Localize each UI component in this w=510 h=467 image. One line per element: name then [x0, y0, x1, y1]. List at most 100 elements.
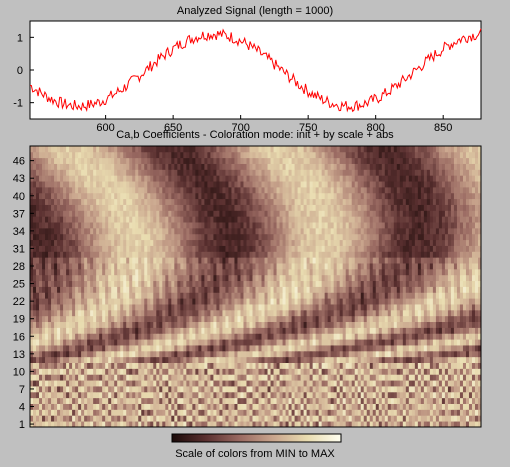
heatmap-cell	[75, 274, 79, 282]
heatmap-cell	[60, 321, 64, 328]
heatmap-cell	[48, 304, 52, 311]
heatmap-cell	[321, 315, 326, 323]
heatmap-cell	[135, 257, 139, 264]
heatmap-cell	[381, 391, 386, 399]
heatmap-cell	[471, 321, 476, 328]
heatmap-cell	[147, 239, 151, 246]
heatmap-cell	[51, 309, 55, 317]
heatmap-cell	[138, 415, 142, 422]
heatmap-cell	[345, 327, 350, 334]
heatmap-cell	[246, 374, 250, 381]
heatmap-cell	[246, 298, 250, 305]
heatmap-cell	[147, 415, 151, 422]
heatmap-cell	[423, 239, 428, 246]
heatmap-cell	[129, 374, 133, 381]
heatmap-cell	[165, 397, 169, 404]
heatmap-cell	[360, 251, 365, 258]
heatmap-cell	[309, 280, 314, 287]
heatmap-cell	[186, 397, 190, 404]
heatmap-cell	[126, 409, 130, 416]
heatmap-cell	[456, 274, 461, 282]
heatmap-cell	[465, 403, 470, 410]
heatmap-cell	[174, 298, 178, 305]
heatmap-cell	[462, 368, 467, 375]
heatmap-cell	[183, 362, 187, 369]
heatmap-cell	[420, 368, 425, 375]
heatmap-cell	[426, 403, 431, 410]
heatmap-cell	[129, 274, 133, 282]
heatmap-cell	[420, 397, 425, 404]
heatmap-cell	[354, 421, 359, 428]
heatmap-cell	[423, 257, 428, 264]
heatmap-cell	[75, 362, 79, 369]
heatmap-cell	[222, 280, 226, 287]
heatmap-cell	[264, 374, 268, 381]
heatmap-cell	[477, 263, 482, 270]
heatmap-cell	[402, 292, 407, 299]
heatmap-cell	[294, 257, 298, 264]
heatmap-cell	[378, 251, 383, 258]
heatmap-cell	[51, 263, 55, 270]
heatmap-cell	[246, 263, 250, 270]
heatmap-cell	[279, 304, 283, 311]
heatmap-cell	[447, 386, 452, 393]
heatmap-cell	[84, 304, 88, 311]
heatmap-cell	[309, 391, 314, 399]
heatmap-cell	[456, 397, 461, 404]
heatmap-cell	[180, 421, 184, 428]
heatmap-cell	[123, 345, 127, 352]
heatmap-cell	[231, 321, 235, 328]
heatmap-cell	[168, 350, 172, 358]
heatmap-cell	[189, 263, 193, 270]
heatmap-cell	[303, 339, 308, 346]
heatmap-cell	[123, 268, 127, 276]
heatmap-cell	[285, 409, 289, 416]
heatmap-cell	[408, 362, 413, 369]
heatmap-cell	[249, 362, 253, 369]
heatmap-cell	[444, 257, 449, 264]
heatmap-cell	[300, 286, 305, 293]
heatmap-cell	[309, 239, 314, 246]
heatmap-cell	[363, 292, 368, 299]
heatmap-cell	[123, 339, 127, 346]
heatmap-cell	[222, 345, 226, 352]
heatmap-cell	[270, 339, 274, 346]
heatmap-cell	[318, 274, 323, 282]
heatmap-cell	[303, 263, 308, 270]
heatmap-cell	[210, 245, 214, 252]
heatmap-cell	[159, 380, 163, 387]
heatmap-cell	[114, 309, 118, 317]
heatmap-cell	[186, 374, 190, 381]
heatmap-cell	[444, 274, 449, 282]
heatmap-cell	[174, 280, 178, 287]
heatmap-cell	[81, 403, 85, 410]
heatmap-cell	[120, 315, 124, 323]
heatmap-cell	[348, 315, 353, 323]
heatmap-cell	[372, 257, 377, 264]
heatmap-cell	[384, 245, 389, 252]
heatmap-cell	[333, 268, 338, 276]
heatmap-cell	[252, 239, 256, 246]
heatmap-cell	[255, 233, 259, 241]
heatmap-cell	[339, 292, 344, 299]
heatmap-cell	[210, 380, 214, 387]
heatmap-cell	[150, 409, 154, 416]
heatmap-cell	[435, 397, 440, 404]
heatmap-cell	[204, 333, 208, 340]
heatmap-cell	[441, 345, 446, 352]
heatmap-cell	[384, 263, 389, 270]
heatmap-cell	[450, 374, 455, 381]
heatmap-cell	[141, 280, 145, 287]
heatmap-cell	[342, 315, 347, 323]
heatmap-cell	[285, 403, 289, 410]
heatmap-cell	[246, 280, 250, 287]
heatmap-cell	[321, 356, 326, 363]
heatmap-cell	[174, 321, 178, 328]
heatmap-cell	[93, 292, 97, 299]
heatmap-cell	[36, 245, 40, 252]
heatmap-cell	[57, 309, 61, 317]
heatmap-cell	[30, 233, 34, 241]
heatmap-cell	[54, 421, 58, 428]
heatmap-cell	[159, 245, 163, 252]
heatmap-cell	[456, 374, 461, 381]
